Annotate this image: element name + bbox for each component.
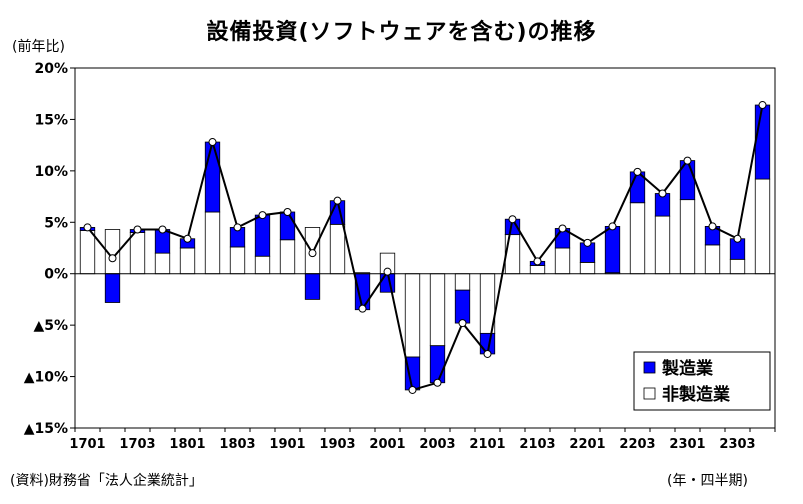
total-point: [158, 225, 167, 234]
x-tick-label: 2301: [669, 437, 705, 452]
total-point: [233, 223, 242, 232]
legend-label-manufacturing: 製造業: [661, 358, 713, 379]
bar-non-manufacturing: [229, 246, 246, 275]
bar-manufacturing: [279, 211, 296, 241]
x-tick-label: 2303: [719, 437, 755, 452]
bar-manufacturing: [254, 214, 271, 257]
total-point: [333, 196, 342, 205]
bar-non-manufacturing: [429, 273, 446, 347]
bar-manufacturing: [429, 345, 446, 384]
bar-non-manufacturing: [679, 199, 696, 275]
x-tick-label: 2003: [419, 437, 455, 452]
bar-manufacturing: [104, 273, 121, 303]
bar-non-manufacturing: [179, 247, 196, 275]
y-tick-label: 15%: [34, 112, 68, 128]
total-point: [583, 238, 592, 247]
x-tick-label: 2103: [519, 437, 555, 452]
bar-non-manufacturing: [129, 232, 146, 275]
bar-manufacturing: [304, 273, 321, 300]
total-point: [533, 257, 542, 266]
x-tick-label: 1803: [219, 437, 255, 452]
bar-non-manufacturing: [454, 273, 471, 291]
bar-manufacturing: [604, 225, 621, 274]
bar-non-manufacturing: [754, 178, 771, 275]
total-point: [308, 249, 317, 258]
y-tick-label: 0%: [44, 267, 68, 283]
total-point: [758, 101, 767, 110]
total-point: [408, 385, 417, 394]
y-unit-label: (前年比): [12, 39, 65, 55]
total-point: [708, 222, 717, 231]
bar-manufacturing: [454, 289, 471, 324]
x-tick-label: 2101: [469, 437, 505, 452]
total-point: [383, 267, 392, 276]
y-tick-label: ▲15%: [24, 421, 68, 437]
bar-non-manufacturing: [654, 215, 671, 275]
x-tick-label: 2201: [569, 437, 605, 452]
total-point: [733, 234, 742, 243]
chart-title: 設備投資(ソフトウェアを含む)の推移: [206, 20, 597, 45]
legend-swatch-non-manufacturing: [643, 387, 656, 400]
bar-non-manufacturing: [204, 211, 221, 275]
total-line: [86, 104, 764, 392]
bar-non-manufacturing: [79, 230, 96, 275]
total-point: [283, 208, 292, 216]
x-tick-label: 1801: [169, 437, 205, 452]
bar-manufacturing: [204, 141, 221, 213]
bar-non-manufacturing: [254, 255, 271, 275]
x-tick-label: 2203: [619, 437, 655, 452]
bar-non-manufacturing: [529, 265, 546, 275]
x-tick-label: 1701: [69, 437, 105, 452]
total-point: [483, 349, 492, 358]
x-tick-label: 2001: [369, 437, 405, 452]
total-point: [608, 222, 617, 231]
bar-non-manufacturing: [554, 247, 571, 275]
total-point: [133, 225, 142, 234]
bar-non-manufacturing: [404, 273, 421, 358]
total-point: [458, 319, 467, 328]
x-tick-label: 1903: [319, 437, 355, 452]
total-point: [83, 223, 92, 232]
x-tick-label: 1901: [269, 437, 305, 452]
bar-manufacturing: [754, 104, 771, 180]
bar-non-manufacturing: [154, 252, 171, 275]
x-tick-label: 1703: [119, 437, 155, 452]
y-tick-label: 20%: [34, 61, 68, 77]
period-label: (年・四半期): [667, 473, 748, 489]
total-point: [208, 138, 217, 147]
y-tick-label: ▲10%: [24, 370, 68, 386]
total-point: [358, 304, 367, 313]
y-tick-label: ▲5%: [33, 318, 68, 334]
total-point: [258, 211, 267, 220]
bar-non-manufacturing: [629, 202, 646, 275]
total-point: [508, 215, 517, 224]
bar-non-manufacturing: [279, 239, 296, 275]
total-point: [183, 234, 192, 243]
legend-label-non-manufacturing: 非製造業: [662, 384, 730, 405]
y-tick-label: 5%: [44, 215, 68, 231]
legend-swatch-manufacturing: [643, 361, 656, 374]
bar-non-manufacturing: [329, 223, 346, 275]
total-point: [558, 224, 567, 233]
bar-non-manufacturing: [504, 234, 521, 275]
total-point: [633, 167, 642, 176]
bar-non-manufacturing: [704, 244, 721, 275]
total-point: [658, 189, 667, 198]
bar-non-manufacturing: [579, 261, 596, 275]
y-tick-label: 10%: [34, 164, 68, 180]
legend-box: [633, 351, 771, 411]
total-point: [433, 378, 442, 387]
total-point: [683, 156, 692, 165]
total-point: [108, 254, 117, 263]
bar-non-manufacturing: [729, 258, 746, 275]
source-note: (資料)財務省「法人企業統計」: [10, 473, 203, 489]
